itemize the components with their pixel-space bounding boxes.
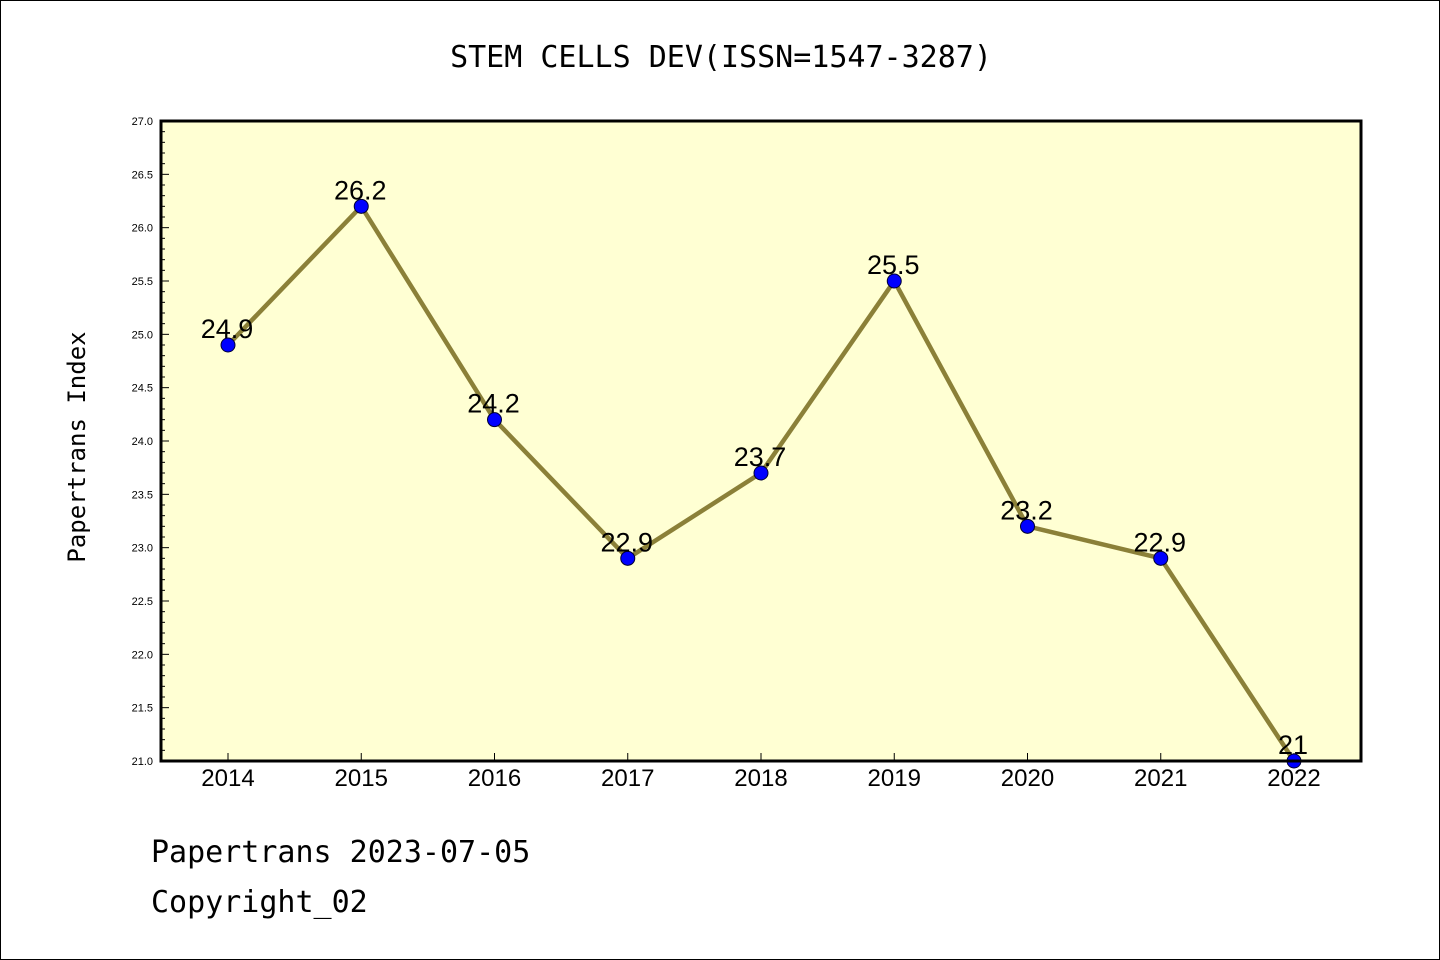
y-tick-label: 23.0 xyxy=(132,543,153,555)
x-tick-label: 2020 xyxy=(1001,765,1054,792)
y-tick-label: 25.0 xyxy=(132,329,153,341)
x-tick-label: 2017 xyxy=(601,765,654,792)
plot-area xyxy=(161,121,1361,761)
y-tick-label: 24.5 xyxy=(132,383,153,395)
data-point xyxy=(353,198,369,214)
x-tick-label: 2018 xyxy=(734,765,787,792)
x-tick-label: 2015 xyxy=(335,765,388,792)
data-point xyxy=(620,550,636,566)
data-label: 23.7 xyxy=(734,442,787,472)
y-tick-label: 22.0 xyxy=(132,649,153,661)
data-label: 26.2 xyxy=(334,175,387,205)
x-tick-label: 2019 xyxy=(868,765,921,792)
x-axis: 2014 2015 2016 2017 2018 2019 2020 2021 2022 xyxy=(201,753,1321,792)
x-tick-label: 2022 xyxy=(1267,765,1320,792)
x-tick-label: 2016 xyxy=(468,765,521,792)
plot-frame xyxy=(159,119,1363,763)
y-tick-label: 26.0 xyxy=(132,223,153,235)
data-label: 22.9 xyxy=(600,527,653,557)
footer-date: Papertrans 2023-07-05 xyxy=(151,835,531,870)
data-point xyxy=(220,337,236,353)
data-label: 25.5 xyxy=(867,250,920,280)
data-point xyxy=(886,273,902,289)
y-tick-label: 24.0 xyxy=(132,436,153,448)
y-tick-label: 23.5 xyxy=(132,489,153,501)
footer-copyright: Copyright_02 xyxy=(151,885,368,920)
y-tick-label: 26.5 xyxy=(132,169,153,181)
data-label: 23.2 xyxy=(1000,495,1053,525)
x-tick-label: 2021 xyxy=(1134,765,1187,792)
y-tick-label: 21.0 xyxy=(132,756,153,768)
chart-title: STEM CELLS DEV(ISSN=1547-3287) xyxy=(450,40,992,75)
data-label: 24.2 xyxy=(467,389,520,419)
y-tick-label: 21.5 xyxy=(132,703,153,715)
x-tick-label: 2014 xyxy=(201,765,254,792)
y-tick-label: 22.5 xyxy=(132,596,153,608)
data-points xyxy=(220,198,1302,769)
data-labels: 24.9 26.2 24.2 22.9 23.7 25.5 23.2 22.9 21 xyxy=(201,175,1308,760)
y-axis: 21.0 21.5 22.0 22.5 23.0 23.5 24.0 24.5 25.0 25.5… xyxy=(132,116,169,768)
data-point xyxy=(487,412,502,428)
data-point xyxy=(1153,550,1169,566)
data-point xyxy=(753,465,769,481)
data-label: 22.9 xyxy=(1133,527,1186,557)
data-label: 24.9 xyxy=(201,314,254,344)
y-tick-label: 25.5 xyxy=(132,276,153,288)
y-tick-label: 27.0 xyxy=(132,116,153,128)
y-axis-label: Papertrans Index xyxy=(63,331,91,562)
data-label: 21 xyxy=(1278,730,1308,760)
data-point xyxy=(1020,518,1035,534)
